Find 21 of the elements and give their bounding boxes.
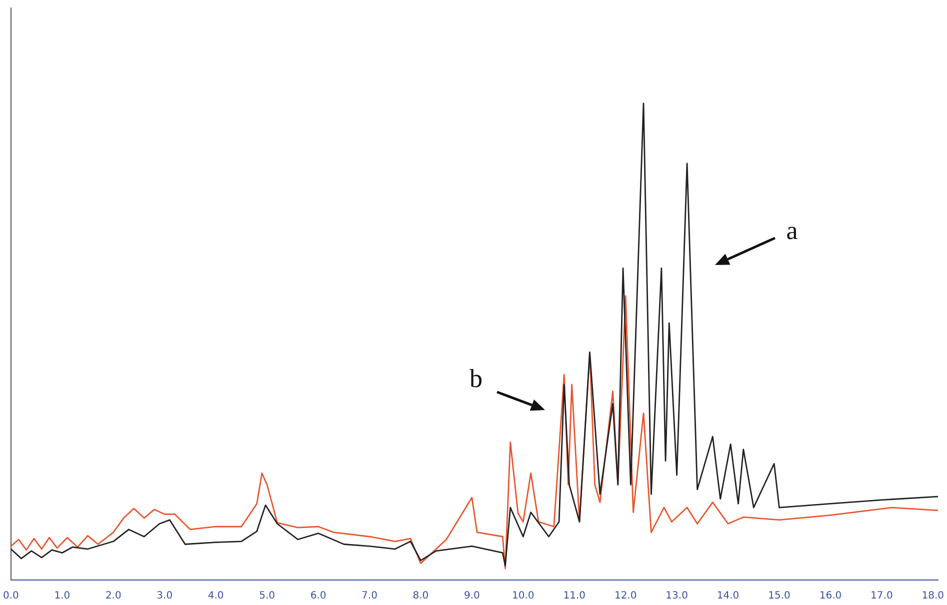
x-tick-label: 13.0	[666, 590, 688, 602]
x-tick-label: 9.0	[464, 590, 480, 602]
x-tick-label: 1.0	[54, 590, 70, 602]
x-tick-label: 15.0	[768, 590, 790, 602]
x-tick-label: 5.0	[259, 590, 276, 602]
x-tick-label: 8.0	[412, 590, 429, 602]
x-tick-label: 10.0	[512, 590, 534, 602]
x-tick-label: 12.0	[614, 590, 637, 602]
x-tick-label: 11.0	[563, 590, 586, 602]
x-tick-label: 0.0	[3, 590, 19, 602]
x-tick-label: 17.0	[870, 590, 893, 602]
x-tick-label: 2.0	[105, 590, 122, 602]
annotation: b	[470, 364, 482, 393]
x-tick-label: 6.0	[310, 590, 326, 602]
x-tick-label: 16.0	[819, 590, 842, 602]
x-tick-label: 18.0	[922, 590, 944, 602]
x-tick-label: 3.0	[156, 590, 173, 602]
x-tick-label: 4.0	[208, 590, 224, 602]
x-tick-label: 14.0	[716, 590, 740, 602]
annotation: a	[786, 216, 798, 245]
x-tick-label: 7.0	[362, 590, 378, 602]
